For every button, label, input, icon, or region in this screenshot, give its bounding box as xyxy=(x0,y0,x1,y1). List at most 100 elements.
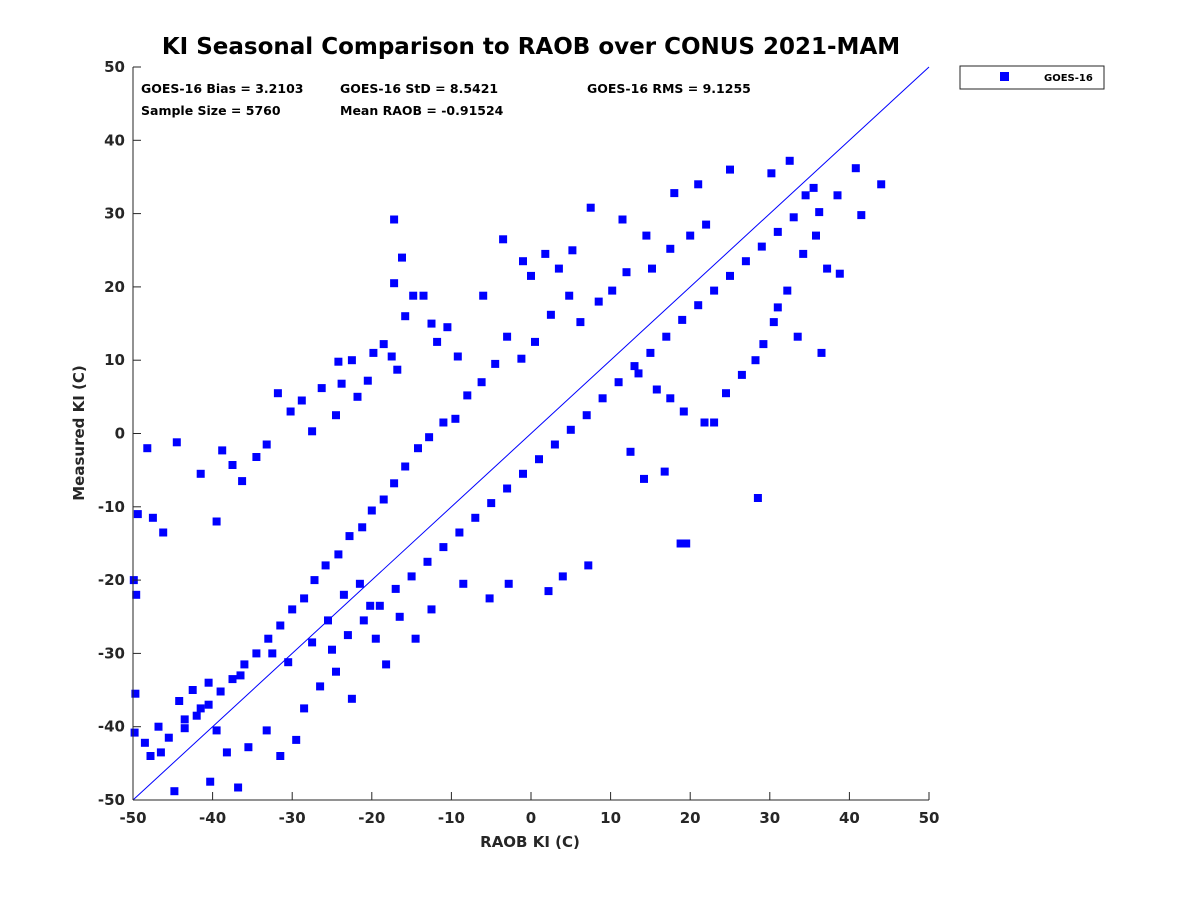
data-point xyxy=(328,645,336,654)
data-point xyxy=(369,348,378,357)
data-point xyxy=(726,165,734,174)
data-point xyxy=(487,499,496,508)
x-tick-label: -20 xyxy=(358,809,385,827)
data-point xyxy=(286,407,295,416)
data-point xyxy=(809,183,818,192)
data-point xyxy=(276,752,285,760)
data-point xyxy=(391,584,400,593)
data-point xyxy=(419,291,428,300)
data-point xyxy=(411,634,420,643)
data-point xyxy=(252,453,261,461)
data-point xyxy=(390,215,399,224)
axes: -50 -40 -30 -20 -10 0 10 20 30 40 50 -50 -40 -30 -20 -1… xyxy=(98,58,940,827)
data-point xyxy=(228,461,237,469)
data-point xyxy=(347,694,356,703)
data-point xyxy=(218,446,227,455)
data-point xyxy=(332,667,340,676)
data-point xyxy=(576,318,585,327)
data-point xyxy=(409,291,418,300)
x-tick-label: -10 xyxy=(438,809,465,827)
data-point xyxy=(276,621,285,630)
data-point xyxy=(463,391,472,400)
chart-title: KI Seasonal Comparison to RAOB over CONU… xyxy=(162,34,900,60)
data-point xyxy=(648,264,656,273)
data-point xyxy=(877,180,886,189)
y-axis-title: Measured KI (C) xyxy=(70,365,88,501)
data-point xyxy=(640,474,648,483)
data-point xyxy=(379,340,388,349)
data-point xyxy=(345,532,354,541)
x-tick-label: -40 xyxy=(199,809,226,827)
x-tick-label: 20 xyxy=(680,809,701,827)
data-point xyxy=(694,180,703,189)
x-tick-label: 50 xyxy=(919,809,940,827)
data-point xyxy=(550,440,559,449)
data-point xyxy=(131,689,140,698)
x-tick-label: 10 xyxy=(600,809,621,827)
data-point xyxy=(204,678,213,687)
data-point xyxy=(170,787,179,796)
data-point xyxy=(180,724,189,733)
data-point xyxy=(773,227,782,236)
legend-label-goes-16: GOES-16 xyxy=(1044,73,1093,84)
data-point xyxy=(517,354,526,363)
data-point xyxy=(799,249,808,258)
data-point xyxy=(608,286,617,295)
data-point xyxy=(769,318,778,327)
data-point xyxy=(273,389,282,398)
data-point xyxy=(642,231,651,240)
data-point xyxy=(212,517,221,526)
data-point xyxy=(582,411,591,420)
data-point xyxy=(753,494,762,502)
data-point xyxy=(614,378,623,387)
data-point xyxy=(156,748,165,757)
data-point xyxy=(700,418,709,427)
data-point xyxy=(622,268,631,277)
data-point xyxy=(503,332,512,341)
data-point xyxy=(544,587,553,596)
data-point xyxy=(332,411,340,420)
data-point xyxy=(401,462,410,471)
data-point xyxy=(439,543,448,552)
y-tick-label: -20 xyxy=(98,571,125,589)
data-point xyxy=(395,612,404,621)
data-point xyxy=(308,427,317,436)
data-point xyxy=(222,748,231,757)
data-point xyxy=(154,722,163,731)
data-point xyxy=(783,286,792,295)
data-point xyxy=(568,246,577,255)
data-point xyxy=(757,242,766,251)
y-tick-label: 0 xyxy=(115,425,125,443)
data-point xyxy=(375,601,384,610)
data-point xyxy=(366,601,375,610)
data-point xyxy=(393,365,402,374)
data-point xyxy=(427,605,436,614)
data-point xyxy=(317,384,326,393)
data-point xyxy=(857,211,866,220)
data-point xyxy=(308,638,317,647)
data-point xyxy=(143,444,152,453)
data-point xyxy=(678,315,687,324)
plot-area: -50 -40 -30 -20 -10 0 10 20 30 40 50 -50 -40 -30 -20 -1… xyxy=(98,58,940,827)
stat-annotations: GOES-16 Bias = 3.2103 GOES-16 StD = 8.542… xyxy=(141,81,751,118)
data-point xyxy=(146,752,155,760)
data-point xyxy=(679,407,688,416)
data-point xyxy=(398,253,406,262)
data-point xyxy=(686,231,695,240)
data-point xyxy=(789,213,798,222)
data-point xyxy=(339,590,348,599)
data-point xyxy=(433,337,442,346)
data-point xyxy=(471,513,480,522)
data-point xyxy=(172,438,181,447)
data-point xyxy=(594,297,603,306)
data-point xyxy=(204,700,213,709)
data-point xyxy=(262,440,271,449)
data-point xyxy=(815,208,824,217)
data-point xyxy=(676,539,685,548)
data-point xyxy=(634,369,643,378)
data-point xyxy=(371,634,380,643)
data-point xyxy=(660,467,669,476)
data-point xyxy=(586,203,595,212)
data-point xyxy=(527,271,535,280)
data-point xyxy=(359,616,368,625)
